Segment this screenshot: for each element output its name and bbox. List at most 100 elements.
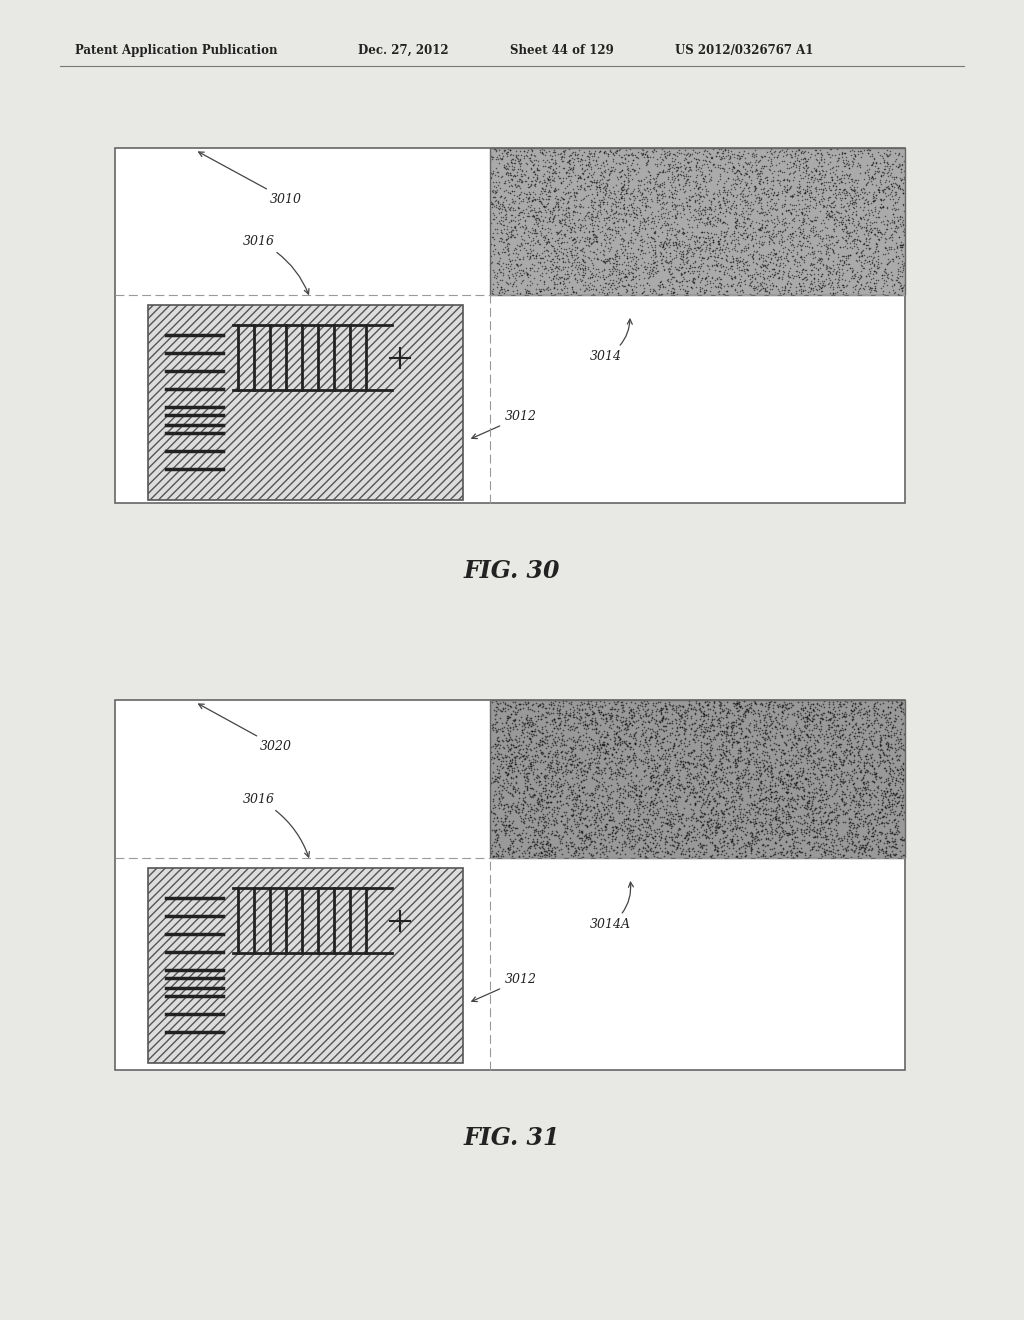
Point: [518, 738, 535, 759]
Point: [594, 820, 610, 841]
Point: [800, 243, 816, 264]
Point: [508, 145, 524, 166]
Point: [887, 173, 903, 194]
Point: [793, 239, 809, 260]
Point: [848, 803, 864, 824]
Point: [634, 144, 650, 165]
Point: [686, 816, 702, 837]
Point: [608, 791, 625, 812]
Point: [891, 746, 907, 767]
Point: [532, 223, 549, 244]
Point: [510, 174, 526, 195]
Point: [855, 791, 871, 812]
Point: [564, 781, 581, 803]
Point: [549, 731, 565, 752]
Point: [815, 178, 831, 199]
Point: [675, 222, 691, 243]
Point: [525, 153, 542, 174]
Point: [630, 829, 646, 850]
Point: [742, 157, 759, 178]
Point: [584, 145, 600, 166]
Point: [678, 248, 694, 269]
Point: [838, 216, 854, 238]
Point: [645, 279, 662, 300]
Point: [713, 697, 729, 718]
Point: [658, 742, 675, 763]
Point: [658, 842, 675, 863]
Point: [802, 190, 818, 211]
Point: [588, 756, 604, 777]
Point: [802, 744, 818, 766]
Point: [862, 220, 879, 242]
Point: [569, 717, 586, 738]
Point: [876, 780, 892, 801]
Point: [778, 698, 795, 719]
Point: [776, 150, 793, 172]
Point: [718, 774, 734, 795]
Point: [717, 767, 733, 788]
Point: [523, 223, 540, 244]
Point: [693, 825, 710, 846]
Point: [715, 176, 731, 197]
Point: [495, 222, 511, 243]
Point: [784, 227, 801, 248]
Point: [617, 733, 634, 754]
Point: [525, 832, 542, 853]
Point: [817, 255, 834, 276]
Point: [786, 143, 803, 164]
Point: [713, 256, 729, 277]
Point: [676, 149, 692, 170]
Point: [699, 788, 716, 809]
Point: [892, 169, 908, 190]
Point: [810, 836, 826, 857]
Point: [586, 836, 602, 857]
Point: [525, 161, 542, 182]
Point: [730, 708, 746, 729]
Point: [622, 830, 638, 851]
Bar: [148, 869, 463, 1063]
Point: [655, 768, 672, 789]
Point: [528, 829, 545, 850]
Point: [649, 189, 666, 210]
Point: [632, 706, 648, 727]
Point: [534, 845, 550, 866]
Point: [549, 282, 565, 304]
Point: [758, 793, 774, 814]
Point: [506, 758, 522, 779]
Point: [798, 768, 814, 789]
Point: [667, 795, 683, 816]
Point: [705, 785, 721, 807]
Point: [665, 697, 681, 718]
Point: [763, 759, 779, 780]
Point: [608, 253, 625, 275]
Point: [705, 232, 721, 253]
Point: [830, 144, 847, 165]
Point: [520, 809, 537, 830]
Point: [890, 792, 906, 813]
Point: [512, 255, 528, 276]
Point: [493, 750, 509, 771]
Point: [708, 744, 724, 766]
Point: [665, 248, 681, 269]
Point: [623, 698, 639, 719]
Point: [667, 826, 683, 847]
Point: [724, 795, 740, 816]
Point: [716, 747, 732, 768]
Point: [709, 253, 725, 275]
Point: [795, 744, 811, 766]
Point: [777, 771, 794, 792]
Point: [653, 203, 670, 224]
Point: [800, 792, 816, 813]
Point: [694, 814, 711, 836]
Point: [506, 157, 522, 178]
Point: [808, 809, 824, 830]
Point: [724, 752, 740, 774]
Point: [542, 174, 558, 195]
Point: [862, 211, 879, 232]
Point: [499, 145, 515, 166]
Point: [534, 791, 550, 812]
Point: [765, 800, 781, 821]
Point: [534, 182, 550, 203]
Point: [873, 190, 890, 211]
Point: [522, 715, 539, 737]
